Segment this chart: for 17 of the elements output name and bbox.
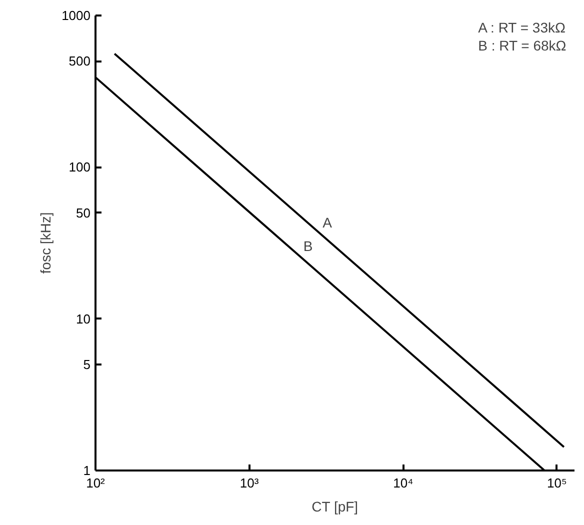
y-tick-label: 500 (68, 54, 91, 69)
annotation: B : RT = 68kΩ (478, 38, 566, 54)
x-tick-label: 10² (86, 476, 106, 490)
series-label: A (322, 214, 333, 231)
x-tick-label: 10³ (240, 476, 260, 490)
y-tick-label: 1000 (62, 8, 90, 23)
y-tick-label: 100 (68, 160, 91, 175)
x-tick-label: 10⁵ (547, 476, 567, 490)
y-tick-label: 10 (76, 311, 91, 326)
x-tick-label: 10⁴ (393, 476, 414, 490)
y-tick-label: 1 (83, 463, 91, 478)
y-axis-title: fosc [kHz] (38, 212, 54, 274)
y-tick-label: 50 (76, 205, 91, 220)
series-label: B (303, 238, 313, 254)
x-axis-title: CT [pF] (312, 498, 358, 514)
annotation: A : RT = 33kΩ (478, 20, 566, 36)
y-tick-label: 5 (83, 356, 91, 372)
